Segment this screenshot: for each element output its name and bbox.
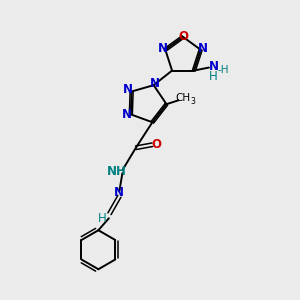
- Text: -H: -H: [217, 65, 229, 75]
- Text: CH: CH: [176, 93, 190, 103]
- Text: N: N: [114, 186, 124, 199]
- Text: N: N: [122, 108, 132, 121]
- Text: N: N: [208, 59, 218, 73]
- Text: N: N: [198, 42, 208, 55]
- Text: N: N: [150, 77, 160, 90]
- Text: N: N: [123, 83, 133, 97]
- Text: 3: 3: [190, 97, 195, 106]
- Text: H: H: [98, 212, 106, 225]
- Text: O: O: [178, 30, 188, 44]
- Text: O: O: [151, 138, 161, 151]
- Text: N: N: [158, 42, 168, 55]
- Text: NH: NH: [107, 165, 127, 178]
- Text: H: H: [209, 70, 218, 83]
